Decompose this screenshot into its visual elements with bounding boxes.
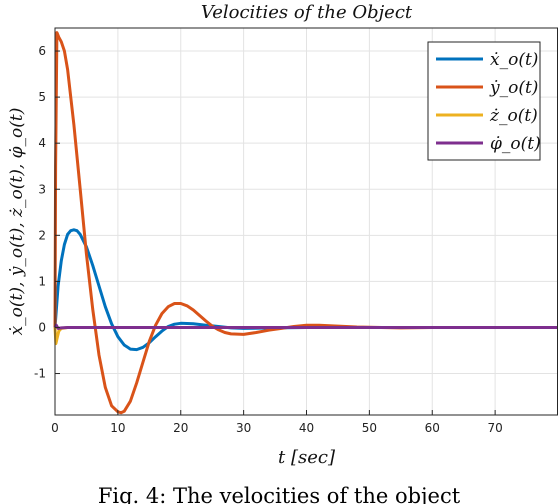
- y-axis-label: ẋ_o(t), ẏ_o(t), ż_o(t), φ̇_o(t): [7, 108, 27, 336]
- legend-label-0: ẋ_o(t): [490, 50, 538, 70]
- y-tick-label: -1: [34, 367, 46, 381]
- x-tick-label: 20: [173, 421, 188, 435]
- y-tick-label: 4: [38, 136, 46, 150]
- velocity-chart: 0 10 20 30 40 50 60 70 -1 0 1 2 3 4 5 6 Velocities of t…: [7, 2, 558, 468]
- tick-layer: 0 10 20 30 40 50 60 70 -1 0 1 2 3 4 5 6: [34, 44, 503, 435]
- x-tick-label: 30: [236, 421, 251, 435]
- x-tick-label: 10: [110, 421, 125, 435]
- x-tick-label: 0: [51, 421, 59, 435]
- series-layer: [53, 31, 558, 415]
- y-tick-label: 3: [38, 182, 46, 196]
- y-tick-label: 1: [38, 274, 46, 288]
- y-tick-label: 6: [38, 44, 46, 58]
- figure-caption: Fig. 4: The velocities of the object: [97, 484, 461, 504]
- x-tick-label: 40: [299, 421, 314, 435]
- series-line-1: [53, 31, 558, 415]
- y-tick-label: 2: [38, 228, 46, 242]
- chart-title: Velocities of the Object: [201, 2, 413, 23]
- legend-label-3: φ̇_o(t): [490, 134, 541, 154]
- x-tick-label: 60: [425, 421, 440, 435]
- legend-box: [427, 41, 541, 161]
- y-tick-label: 0: [38, 320, 46, 334]
- y-tick-label: 5: [38, 90, 46, 104]
- legend: ẋ_o(t) ẏ_o(t) ż_o(t) φ̇_o(t): [427, 41, 541, 161]
- x-axis-label: t [sec]: [278, 447, 336, 468]
- x-tick-label: 50: [362, 421, 377, 435]
- x-tick-label: 70: [487, 421, 502, 435]
- legend-label-1: ẏ_o(t): [489, 78, 538, 98]
- legend-label-2: ż_o(t): [489, 106, 538, 126]
